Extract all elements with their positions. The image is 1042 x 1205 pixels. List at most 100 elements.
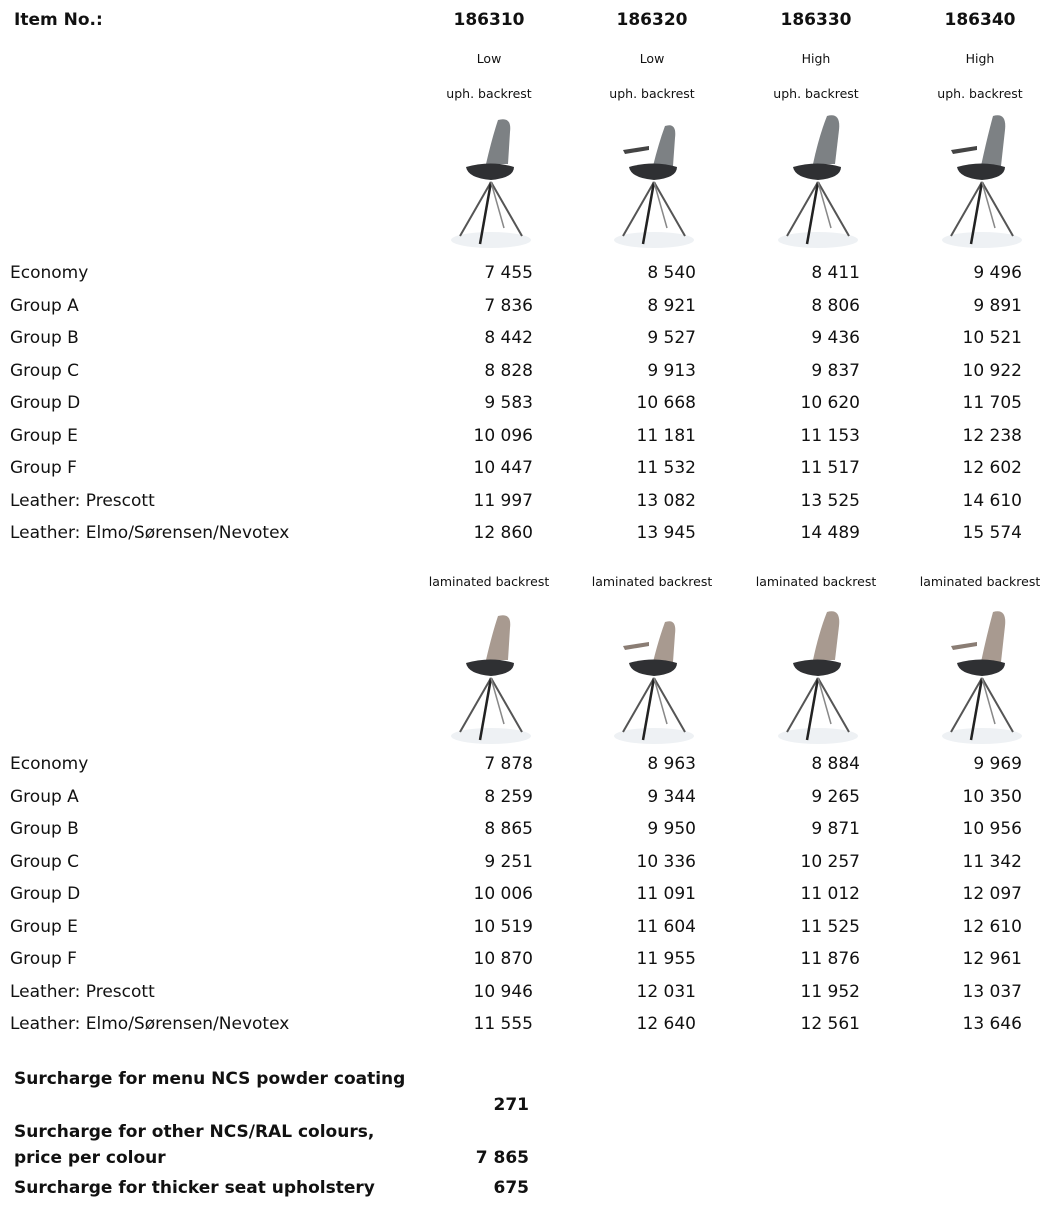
backrest-label: laminated backrest (428, 574, 550, 589)
row-label: Leather: Elmo/Sørensen/Nevotex (10, 523, 290, 543)
price: 13 646 (962, 1014, 1022, 1034)
price: 13 037 (962, 981, 1022, 1002)
price: 7 836 (484, 295, 533, 316)
surcharge-label: Surcharge for thicker seat upholstery (14, 1178, 375, 1198)
price: 8 921 (647, 295, 696, 316)
price: 11 604 (636, 916, 696, 937)
price: 12 602 (962, 458, 1022, 478)
price: 10 922 (962, 360, 1022, 381)
backrest-label: uph. backrest (609, 86, 695, 101)
price: 11 517 (800, 458, 860, 478)
price: 11 153 (800, 425, 860, 446)
item-number: 186320 (616, 10, 688, 30)
price: 9 265 (811, 786, 860, 807)
surcharge-label: Surcharge for other NCS/RAL colours, pri… (14, 1122, 375, 1168)
price: 9 837 (811, 360, 860, 381)
price: 9 969 (973, 754, 1022, 774)
price: 12 860 (473, 523, 533, 543)
height-label: High (965, 51, 995, 66)
row-label: Group B (10, 328, 79, 348)
price: 13 945 (636, 523, 696, 543)
price: 8 828 (484, 360, 533, 381)
price: 12 961 (962, 949, 1022, 969)
price: 10 336 (636, 851, 696, 872)
row-label: Group D (10, 393, 81, 413)
item-number: 186330 (780, 10, 852, 30)
chair-image (609, 125, 699, 252)
price: 10 350 (962, 786, 1022, 807)
row-label: Economy (10, 754, 89, 774)
price: 11 012 (800, 884, 860, 904)
surcharge-label: Surcharge for menu NCS powder coating (14, 1069, 406, 1089)
price: 11 342 (962, 851, 1022, 872)
row-label: Group F (10, 949, 77, 969)
header-label: Item No.: (14, 10, 103, 30)
price: 10 447 (473, 458, 533, 478)
price: 10 946 (473, 981, 533, 1002)
row-label: Group E (10, 916, 78, 937)
row-label: Leather: Prescott (10, 981, 155, 1002)
backrest-label: uph. backrest (937, 86, 1023, 101)
chair-image (773, 611, 863, 748)
price: 12 640 (636, 1014, 696, 1034)
row-label: Group A (10, 786, 79, 807)
price: 7 455 (484, 263, 533, 283)
chair-image (773, 115, 863, 252)
chair-image (446, 119, 536, 252)
price: 9 436 (811, 328, 860, 348)
surcharge-value: 7 865 (475, 1148, 529, 1168)
price: 10 620 (800, 393, 860, 413)
row-label: Group F (10, 458, 77, 478)
item-number: 186340 (944, 10, 1016, 30)
price: 8 865 (484, 819, 533, 839)
price: 7 878 (484, 754, 533, 774)
price: 12 561 (800, 1014, 860, 1034)
row-label: Group C (10, 851, 80, 872)
price: 8 540 (647, 263, 696, 283)
price: 9 913 (647, 360, 696, 381)
item-number: 186310 (453, 10, 525, 30)
backrest-label: laminated backrest (591, 574, 713, 589)
price: 11 091 (636, 884, 696, 904)
price: 14 489 (800, 523, 860, 543)
row-label: Group A (10, 295, 79, 316)
price: 9 950 (647, 819, 696, 839)
price: 12 610 (962, 916, 1022, 937)
price: 9 871 (811, 819, 860, 839)
price: 11 955 (636, 949, 696, 969)
surcharge-value: 271 (493, 1095, 530, 1115)
price: 11 876 (800, 949, 860, 969)
backrest-label: laminated backrest (755, 574, 877, 589)
row-label: Group E (10, 425, 78, 446)
price: 10 257 (800, 851, 860, 872)
price: 9 251 (484, 851, 533, 872)
price: 12 238 (962, 425, 1022, 446)
height-label: Low (639, 51, 665, 66)
surcharge-value: 675 (493, 1178, 530, 1198)
chair-image (937, 115, 1027, 252)
backrest-label: uph. backrest (446, 86, 532, 101)
price: 11 525 (800, 916, 860, 937)
price: 12 031 (636, 981, 696, 1002)
price: 8 963 (647, 754, 696, 774)
price: 11 555 (473, 1014, 533, 1034)
row-label: Group C (10, 360, 80, 381)
price: 11 997 (473, 490, 533, 511)
price: 8 411 (811, 263, 860, 283)
price: 9 496 (973, 263, 1022, 283)
height-label: Low (476, 51, 502, 66)
price: 11 181 (636, 425, 696, 446)
price: 14 610 (962, 490, 1022, 511)
price: 11 952 (800, 981, 860, 1002)
price: 9 891 (973, 295, 1022, 316)
price: 15 574 (962, 523, 1022, 543)
price: 12 097 (962, 884, 1022, 904)
price: 11 532 (636, 458, 696, 478)
row-label: Economy (10, 263, 89, 283)
price: 10 956 (962, 819, 1022, 839)
price: 9 344 (647, 786, 696, 807)
price: 8 442 (484, 328, 533, 348)
price: 13 525 (800, 490, 860, 511)
row-label: Group D (10, 884, 81, 904)
